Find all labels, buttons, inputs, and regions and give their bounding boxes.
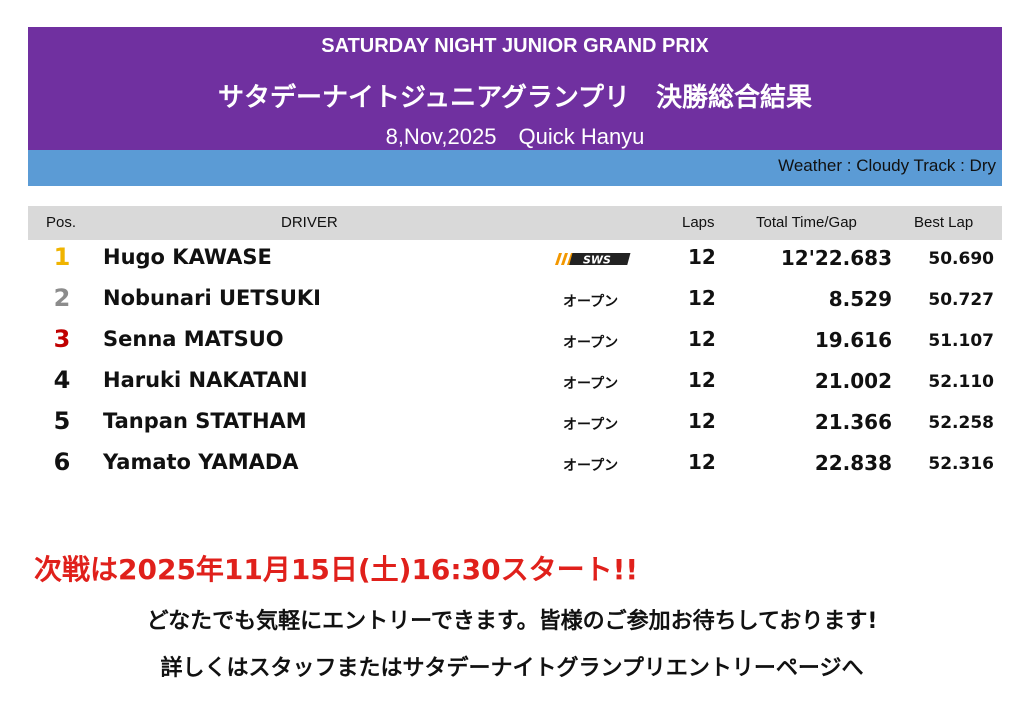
table-row: 1 Hugo KAWASE SWS 12 12'22.683 50.690 (28, 241, 1002, 282)
team-name: オープン (563, 417, 619, 433)
laps: 12 (688, 286, 716, 310)
total-time-gap: 22.838 (814, 451, 892, 475)
table-header: Pos. DRIVER Laps Total Time/Gap Best Lap (28, 206, 1002, 240)
col-laps: Laps (682, 214, 715, 231)
laps: 12 (688, 450, 716, 474)
team-name: オープン (563, 458, 619, 474)
col-pos: Pos. (46, 214, 77, 231)
position: 6 (53, 448, 71, 476)
col-driver: DRIVER (281, 214, 338, 231)
entry-invitation: どなたでも気軽にエントリーできます。皆様のご参加お待ちしております! (146, 609, 878, 634)
team-name: オープン (563, 335, 619, 351)
team-name: オープン (563, 376, 619, 392)
table-row: 6 Yamato YAMADA オープン 12 22.838 52.316 (28, 446, 1002, 487)
table-row: 5 Tanpan STATHAM オープン 12 21.366 52.258 (28, 405, 1002, 446)
position: 1 (53, 243, 71, 271)
best-lap: 51.107 (928, 331, 994, 351)
total-time-gap: 19.616 (814, 328, 892, 352)
best-lap: 52.316 (928, 454, 994, 474)
best-lap: 52.258 (928, 413, 994, 433)
best-lap: 50.690 (928, 249, 994, 269)
best-lap: 50.727 (928, 290, 994, 310)
position: 2 (53, 284, 71, 312)
best-lap: 52.110 (928, 372, 994, 392)
svg-text:SWS: SWS (583, 254, 611, 267)
driver-name: Haruki NAKATANI (103, 368, 308, 392)
total-time-gap: 12'22.683 (780, 246, 892, 270)
conditions-text: Weather : Cloudy Track : Dry (778, 156, 996, 175)
sws-team-logo: SWS (555, 253, 631, 267)
laps: 12 (688, 327, 716, 351)
col-best: Best Lap (914, 214, 974, 231)
position: 5 (53, 407, 71, 435)
laps: 12 (688, 245, 716, 269)
col-total: Total Time/Gap (756, 214, 857, 231)
conditions-bar: Weather : Cloudy Track : Dry (28, 150, 1002, 186)
driver-name: Senna MATSUO (103, 327, 284, 351)
position: 3 (53, 325, 71, 353)
driver-name: Tanpan STATHAM (103, 409, 307, 433)
driver-name: Yamato YAMADA (103, 450, 299, 474)
laps: 12 (688, 368, 716, 392)
entry-info: 詳しくはスタッフまたはサタデーナイトグランプリエントリーページへ (160, 656, 864, 681)
table-row: 3 Senna MATSUO オープン 12 19.616 51.107 (28, 323, 1002, 364)
total-time-gap: 21.002 (814, 369, 892, 393)
driver-name: Nobunari UETSUKI (103, 286, 321, 310)
driver-name: Hugo KAWASE (103, 245, 272, 269)
title-japanese: サタデーナイトジュニアグランプリ 決勝総合結果 (217, 83, 813, 113)
table-row: 4 Haruki NAKATANI オープン 12 21.002 52.110 (28, 364, 1002, 405)
team-name: オープン (563, 294, 619, 310)
total-time-gap: 8.529 (828, 287, 892, 311)
laps: 12 (688, 409, 716, 433)
title-banner: SATURDAY NIGHT JUNIOR GRAND PRIX サタデーナイト… (28, 27, 1002, 150)
position: 4 (53, 366, 71, 394)
total-time-gap: 21.366 (814, 410, 892, 434)
event-date-venue: 8,Nov,2025 Quick Hanyu (385, 124, 645, 149)
table-row: 2 Nobunari UETSUKI オープン 12 8.529 50.727 (28, 282, 1002, 323)
next-race-notice: 次戦は2025年11月15日(土)16:30スタート!! (34, 553, 639, 586)
title-english: SATURDAY NIGHT JUNIOR GRAND PRIX (321, 35, 709, 57)
